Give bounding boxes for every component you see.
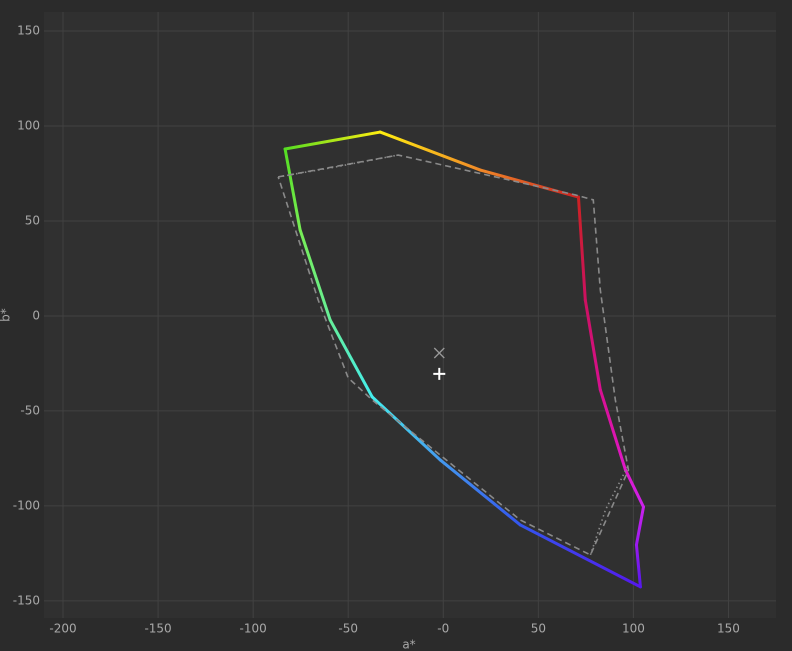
y-tick-label: -150: [13, 593, 40, 607]
plot-area: [44, 12, 776, 618]
y-tick-label: 0: [32, 308, 40, 322]
y-tick-label: -100: [13, 498, 40, 512]
y-tick-label: 50: [25, 213, 40, 227]
x-axis-title: a*: [402, 638, 415, 651]
x-tick-label: -0: [437, 622, 449, 636]
x-tick-label: 50: [531, 622, 546, 636]
gamut-segment: [634, 543, 642, 589]
y-tick-label: 150: [17, 23, 40, 37]
reference-dotted: [278, 154, 630, 556]
y-tick-label: 100: [17, 118, 40, 132]
x-tick-label: -100: [240, 622, 267, 636]
x-tick-label: 100: [622, 622, 645, 636]
gamut-segment: [634, 505, 645, 547]
gamut-segment: [598, 388, 627, 472]
gamut-segment: [298, 228, 332, 322]
marker: [433, 367, 446, 380]
gamut-segment: [283, 147, 302, 232]
y-axis-title: b*: [0, 308, 13, 322]
y-tick-label: -50: [20, 403, 40, 417]
gamut-segment: [518, 523, 642, 589]
x-tick-label: -200: [49, 622, 76, 636]
gamut-segment: [328, 318, 374, 399]
gamut-segment: [283, 130, 382, 151]
gamut-segment: [378, 130, 482, 172]
gamut-segment: [576, 195, 587, 302]
reference-dashed: [277, 154, 630, 557]
x-tick-label: -50: [338, 622, 358, 636]
x-tick-label: -150: [144, 622, 171, 636]
x-tick-label: 150: [717, 622, 740, 636]
marker: [433, 347, 445, 359]
gamut-segment: [583, 298, 602, 392]
gamut-segment: [623, 468, 645, 509]
gamut-segment: [438, 458, 522, 527]
